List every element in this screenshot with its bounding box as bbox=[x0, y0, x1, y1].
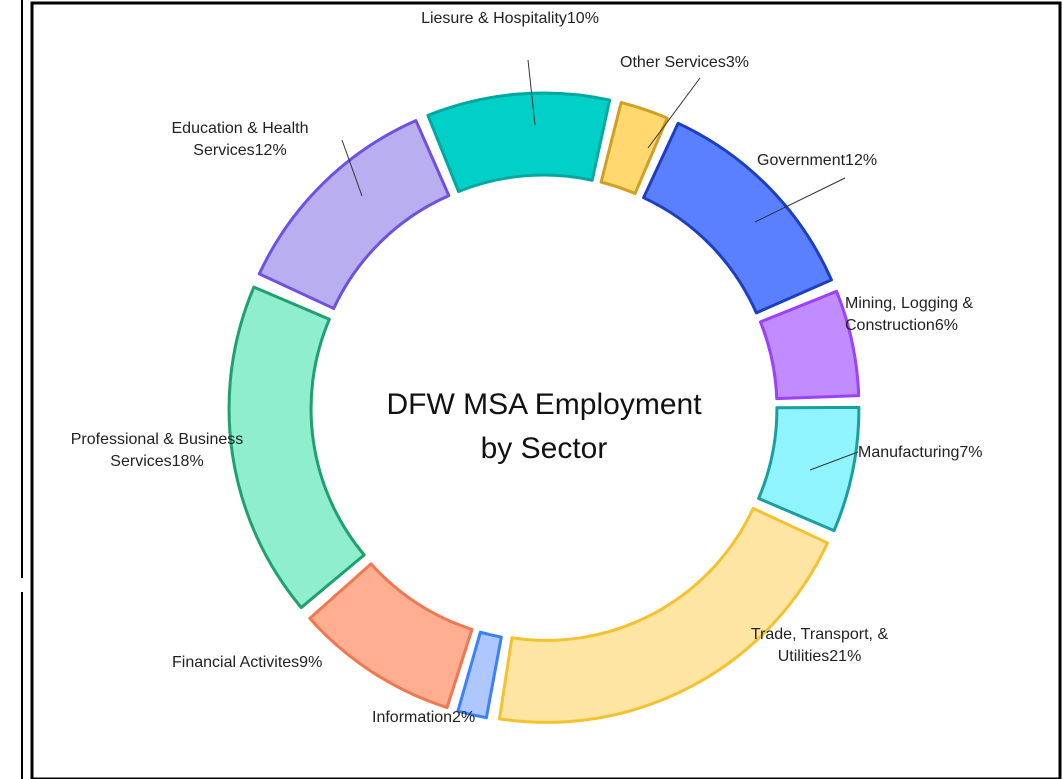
data-label: Information2% bbox=[372, 707, 532, 729]
category-label: Trade, Transport, & Utilities bbox=[750, 626, 889, 665]
donut-slice bbox=[308, 562, 474, 710]
value-label: 12% bbox=[254, 142, 287, 159]
donut-slice bbox=[757, 405, 861, 533]
donut-slice bbox=[758, 289, 861, 401]
category-label: Professional & Business Services bbox=[70, 431, 244, 470]
donut-slice bbox=[599, 101, 669, 196]
data-label: Financial Activites9% bbox=[172, 652, 392, 674]
category-label: Other Services bbox=[620, 54, 726, 71]
donut-slice bbox=[642, 121, 833, 315]
data-label: Other Services3% bbox=[620, 52, 800, 74]
value-label: 21% bbox=[829, 648, 862, 665]
value-label: 10% bbox=[566, 10, 599, 27]
category-label: Liesure & Hospitality bbox=[421, 10, 567, 27]
category-label: Financial Activites bbox=[172, 654, 300, 671]
category-label: Government bbox=[757, 152, 846, 169]
leader-line bbox=[527, 59, 536, 126]
donut-slice bbox=[497, 506, 830, 724]
value-label: 2% bbox=[452, 709, 476, 726]
donut-slice bbox=[227, 285, 366, 610]
data-label: Professional & Business Services18% bbox=[48, 429, 266, 473]
value-label: 6% bbox=[934, 317, 958, 334]
data-label: Government12% bbox=[757, 150, 957, 172]
category-label: Manufacturing bbox=[858, 444, 960, 461]
category-label: Mining, Logging & Construction bbox=[845, 295, 974, 334]
data-label: Liesure & Hospitality10% bbox=[410, 8, 610, 30]
category-label: Information bbox=[372, 709, 453, 726]
leader-line bbox=[341, 139, 363, 197]
donut-slice bbox=[456, 630, 503, 720]
value-label: 18% bbox=[171, 453, 204, 470]
value-label: 12% bbox=[845, 152, 878, 169]
data-label: Manufacturing7% bbox=[858, 442, 1058, 464]
frame bbox=[30, 1, 1062, 779]
leader-line bbox=[647, 77, 701, 149]
value-label: 7% bbox=[959, 444, 983, 461]
donut-slice bbox=[426, 91, 612, 193]
data-label: Education & Health Services12% bbox=[140, 118, 340, 162]
data-label: Mining, Logging & Construction6% bbox=[845, 293, 1020, 337]
leader-line bbox=[809, 451, 859, 471]
leader-line bbox=[754, 177, 846, 223]
chart-title: DFW MSA Employment by Sector bbox=[386, 388, 702, 465]
category-label: Education & Health Services bbox=[171, 120, 309, 159]
donut-slice bbox=[257, 119, 451, 310]
value-label: 3% bbox=[725, 54, 749, 71]
data-label: Trade, Transport, & Utilities21% bbox=[712, 624, 927, 668]
value-label: 9% bbox=[299, 654, 323, 671]
